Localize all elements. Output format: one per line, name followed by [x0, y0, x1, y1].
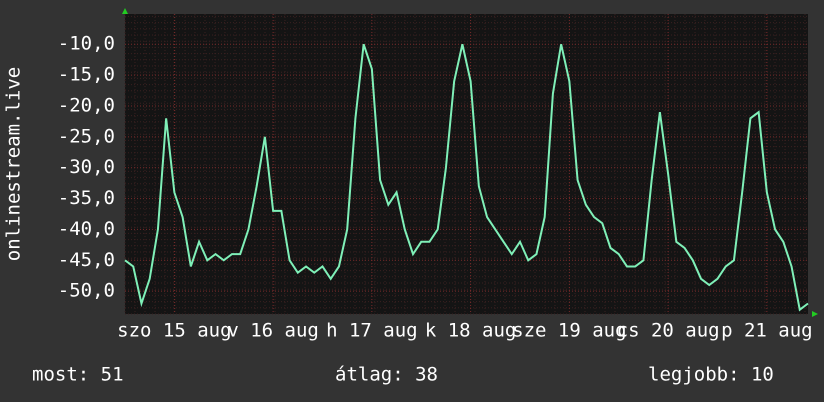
footer-current: most: 51	[32, 364, 124, 386]
y-tick-label: -30,0	[58, 156, 115, 178]
footer-average: átlag: 38	[335, 364, 438, 386]
x-tick-label: szo 15 aug	[117, 320, 231, 342]
y-tick-label: -10,0	[58, 33, 115, 55]
y-tick-label: -40,0	[58, 218, 115, 240]
footer-best: legjobb: 10	[648, 364, 774, 386]
x-tick-label: v 16 aug	[227, 320, 319, 342]
y-tick-label: -20,0	[58, 94, 115, 116]
axis-arrow	[122, 8, 128, 14]
x-tick-label: p 21 aug	[721, 320, 813, 342]
y-tick-label: -50,0	[58, 280, 115, 302]
y-tick-label: -25,0	[58, 125, 115, 147]
y-tick-label: -45,0	[58, 249, 115, 271]
x-tick-label: h 17 aug	[326, 320, 418, 342]
y-axis-label: onlinestream.live	[3, 67, 25, 261]
x-tick-label: k 18 aug	[425, 320, 517, 342]
x-tick-label: sze 19 aug	[512, 320, 626, 342]
y-tick-label: -35,0	[58, 187, 115, 209]
x-tick-label: cs 20 aug	[617, 320, 720, 342]
line	[124, 43, 809, 312]
axis-arrow	[812, 311, 818, 317]
y-tick-label: -15,0	[58, 64, 115, 86]
